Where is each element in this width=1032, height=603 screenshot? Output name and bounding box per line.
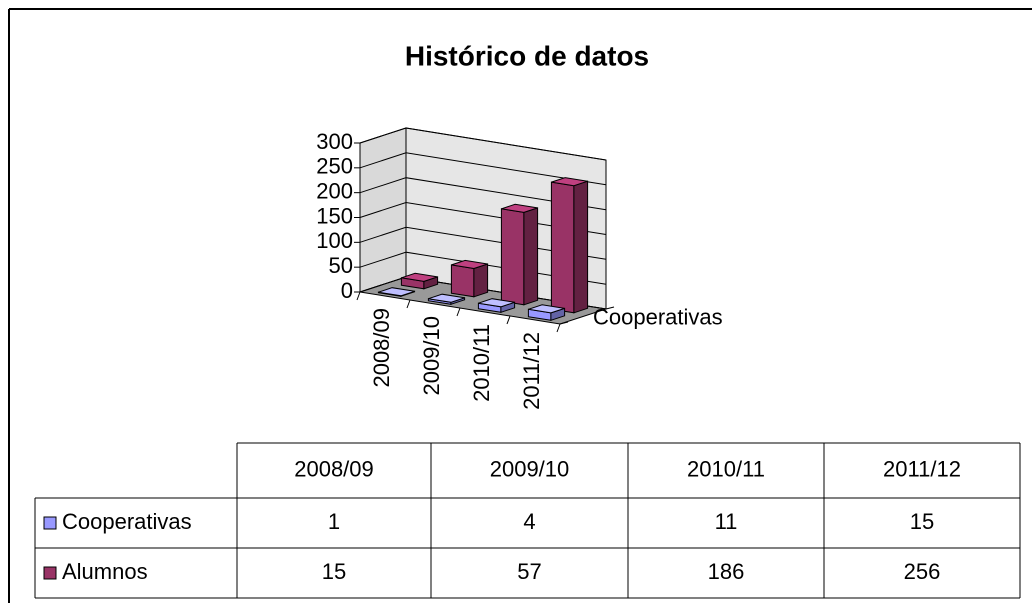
table-header: 2010/11	[687, 456, 765, 481]
x-tick	[556, 323, 561, 333]
bar	[400, 272, 439, 290]
depth-tick	[559, 321, 569, 325]
grid-line	[359, 226, 607, 260]
y-tick-label: 250	[316, 154, 353, 179]
grid-line	[359, 127, 607, 161]
table-value: 4	[523, 509, 535, 534]
chart-title: Histórico de datos	[405, 40, 649, 71]
x-tick	[506, 315, 511, 325]
grid-line	[359, 177, 607, 211]
legend-label: Alumnos	[62, 559, 148, 584]
table-value: 256	[904, 559, 941, 584]
legend-label: Cooperativas	[62, 509, 192, 534]
bar	[527, 304, 566, 321]
bar	[550, 177, 589, 314]
x-tick-label: 2008/09	[369, 308, 394, 388]
table-header: 2011/12	[883, 456, 961, 481]
bar-top	[551, 177, 588, 187]
bar	[450, 259, 489, 298]
bar-side	[523, 207, 539, 306]
bar-front	[550, 181, 575, 314]
table-value: 15	[322, 559, 346, 584]
bar-top	[478, 298, 515, 308]
x-tick	[456, 307, 461, 317]
bar-top	[428, 293, 465, 303]
y-tick-label: 300	[316, 129, 353, 154]
bar-top	[501, 203, 538, 213]
x-tick-label: 2009/10	[419, 316, 444, 396]
bar-side	[473, 263, 489, 298]
y-tick-label: 200	[316, 178, 353, 203]
table-header: 2009/10	[490, 456, 570, 481]
x-tick-label: 2010/11	[469, 324, 494, 402]
depth-axis-label: Cooperativas	[593, 304, 723, 329]
grid-line	[359, 251, 607, 285]
y-tick-label: 0	[341, 278, 353, 303]
bar	[377, 287, 416, 297]
grid-line	[359, 201, 607, 235]
depth-tick	[605, 306, 615, 310]
bar	[500, 203, 539, 306]
bar-top	[528, 304, 565, 314]
bar-top	[451, 259, 488, 270]
table-value: 11	[715, 509, 738, 534]
y-tick-label: 100	[316, 228, 353, 253]
bar-top	[378, 287, 415, 297]
y-tick-label: 150	[316, 203, 353, 228]
y-tick-label: 50	[329, 253, 353, 278]
x-tick	[406, 299, 411, 309]
legend-key	[43, 566, 57, 580]
table-header: 2008/09	[294, 456, 374, 481]
table-value: 186	[708, 559, 745, 584]
bar	[477, 298, 516, 313]
table-value: 57	[517, 559, 541, 584]
bar-front	[450, 264, 475, 298]
bar	[427, 293, 466, 305]
x-tick-label: 2011/12	[519, 332, 544, 410]
x-tick	[356, 291, 361, 301]
bar-side	[573, 180, 589, 314]
table-value: 15	[910, 509, 934, 534]
table-value: 1	[328, 509, 340, 534]
bar-front	[500, 208, 525, 306]
grid-line	[359, 152, 607, 186]
bar-top	[401, 272, 438, 282]
legend-key	[43, 516, 57, 530]
